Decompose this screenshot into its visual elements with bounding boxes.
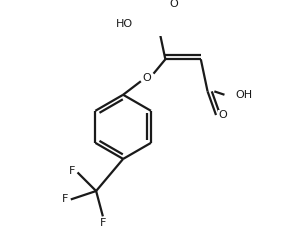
Text: HO: HO	[116, 19, 133, 29]
Text: O: O	[143, 73, 151, 83]
Text: F: F	[69, 166, 75, 176]
Text: O: O	[169, 0, 178, 9]
Text: F: F	[100, 218, 106, 228]
Text: F: F	[62, 194, 68, 204]
Text: OH: OH	[236, 90, 252, 100]
Text: O: O	[218, 110, 227, 120]
